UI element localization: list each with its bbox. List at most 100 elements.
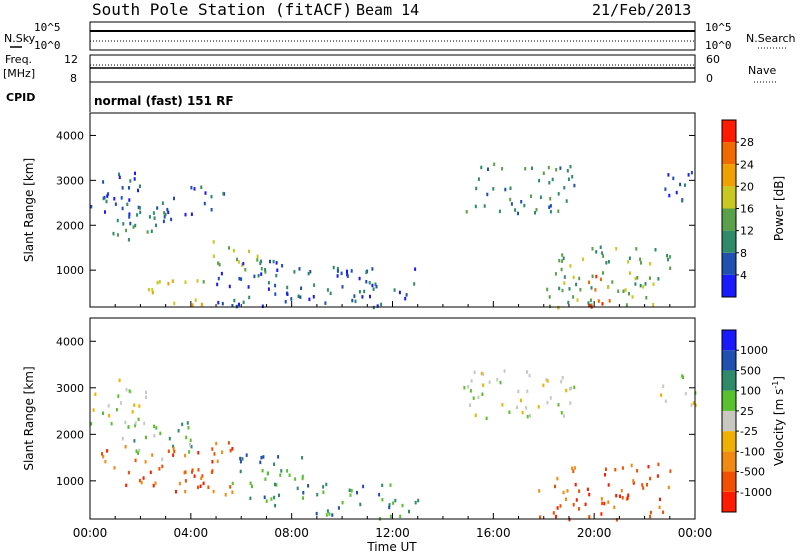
data-cell: [622, 289, 625, 293]
freq-tick-high: 12: [64, 53, 78, 66]
data-cell: [469, 389, 472, 393]
data-cell: [221, 450, 224, 454]
data-cell: [92, 408, 95, 412]
data-cell: [566, 169, 569, 173]
data-cell: [629, 271, 631, 275]
data-cell: [137, 417, 140, 422]
data-cell: [388, 503, 391, 507]
data-cell: [270, 497, 273, 501]
data-cell: [639, 283, 642, 288]
data-cell: [607, 285, 609, 289]
data-cell: [535, 208, 538, 212]
ytick-label: 4000: [56, 129, 84, 142]
data-cell: [168, 436, 171, 441]
data-cell: [588, 515, 591, 519]
data-cell: [210, 208, 213, 212]
ytick-label: 2000: [56, 428, 84, 441]
data-cell: [590, 286, 593, 290]
data-cell: [131, 410, 134, 414]
data-cell: [569, 401, 572, 405]
data-cell: [526, 389, 529, 393]
data-cell: [238, 276, 241, 281]
data-cell: [336, 274, 339, 278]
data-cell: [261, 468, 264, 473]
data-cell: [389, 514, 392, 519]
data-cell: [204, 191, 207, 195]
colorbar-swatch: [722, 370, 736, 391]
data-cell: [191, 468, 194, 472]
data-cell: [545, 378, 548, 382]
data-cell: [315, 511, 318, 516]
data-cell: [193, 187, 196, 191]
data-cell: [694, 403, 697, 408]
data-cell: [125, 483, 128, 488]
data-cell: [614, 467, 617, 472]
data-cell: [474, 204, 477, 209]
data-cell: [560, 411, 563, 415]
data-cell: [628, 292, 630, 296]
data-cell: [472, 396, 475, 400]
data-cell: [542, 171, 545, 175]
data-cell: [414, 267, 417, 271]
data-cell: [215, 441, 218, 446]
data-cell: [278, 493, 280, 498]
data-cell: [482, 372, 485, 376]
data-cell: [113, 466, 116, 470]
data-cell: [129, 179, 132, 183]
data-cell: [297, 294, 300, 298]
data-cell: [546, 287, 549, 292]
data-cell: [666, 253, 669, 258]
data-cell: [354, 299, 357, 304]
data-cell: [656, 474, 659, 478]
colorbar-tick-label: 24: [740, 158, 754, 171]
data-cell: [144, 460, 147, 464]
data-cell: [566, 489, 569, 493]
colorbar-tick-label: 20: [740, 180, 754, 193]
data-cell: [644, 282, 647, 286]
data-cell: [212, 254, 215, 258]
data-cell: [555, 168, 558, 172]
data-cell: [524, 167, 527, 171]
data-cell: [211, 447, 214, 451]
data-cell: [549, 209, 552, 214]
data-cell: [181, 422, 184, 427]
data-cell: [308, 297, 311, 302]
data-cell: [260, 259, 263, 264]
data-cell: [501, 167, 504, 171]
nsky-tick-high: 10^5: [34, 21, 61, 34]
colorbar: -1000 -500 -100 -25 25 100 500 1000 Velocity [m …: [721, 329, 786, 513]
data-cell: [173, 301, 176, 306]
data-cell: [239, 456, 242, 461]
data-cell: [229, 448, 232, 453]
data-cell: [562, 490, 565, 495]
data-cell: [378, 492, 381, 497]
data-cell: [627, 260, 630, 264]
data-cell: [158, 280, 161, 284]
data-cells: [90, 162, 693, 310]
data-cell: [102, 454, 105, 459]
data-cell: [253, 274, 256, 279]
data-cell: [212, 489, 215, 494]
data-cell: [480, 371, 483, 376]
data-cell: [363, 289, 366, 294]
data-cell: [171, 279, 174, 283]
freq-panel: Freq. [MHz] 12 8 60 0 Nave: [3, 53, 776, 85]
data-cell: [581, 257, 584, 261]
data-cell: [266, 471, 269, 475]
data-cell: [217, 276, 220, 281]
data-cell: [528, 373, 531, 378]
data-cell: [351, 298, 354, 303]
data-cell: [560, 379, 563, 384]
data-cell: [202, 481, 205, 486]
data-cell: [558, 258, 561, 263]
data-cell: [242, 261, 245, 266]
data-cell: [189, 443, 191, 447]
data-cell: [539, 515, 542, 519]
data-cell: [211, 469, 214, 473]
data-cell: [627, 493, 630, 497]
data-cell: [326, 288, 329, 292]
data-cell: [600, 497, 603, 501]
data-cell: [178, 481, 181, 486]
ytick-label: 1000: [56, 475, 84, 488]
data-cell: [649, 262, 652, 266]
